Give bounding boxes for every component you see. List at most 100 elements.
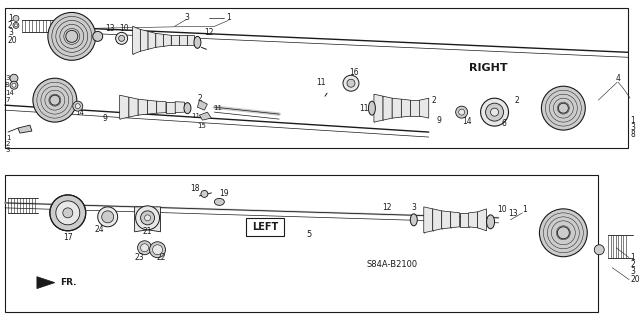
Text: 3: 3	[8, 28, 13, 37]
Polygon shape	[468, 212, 477, 228]
Polygon shape	[140, 29, 148, 51]
Polygon shape	[37, 277, 55, 289]
Text: 22: 22	[157, 253, 166, 262]
Polygon shape	[401, 99, 410, 117]
Ellipse shape	[369, 101, 376, 115]
Polygon shape	[477, 209, 486, 231]
Circle shape	[102, 211, 114, 223]
Polygon shape	[132, 26, 140, 54]
Text: 24: 24	[95, 225, 104, 234]
Polygon shape	[433, 209, 442, 231]
Polygon shape	[157, 101, 166, 113]
Text: 7: 7	[5, 97, 10, 103]
Text: 21: 21	[143, 227, 152, 236]
Polygon shape	[175, 102, 184, 113]
Circle shape	[486, 103, 504, 121]
Circle shape	[541, 86, 586, 130]
Text: 6: 6	[501, 119, 506, 128]
Polygon shape	[424, 207, 433, 233]
Text: 14: 14	[462, 116, 472, 126]
Text: S84A-B2100: S84A-B2100	[366, 260, 417, 269]
Circle shape	[118, 36, 125, 41]
Text: 19: 19	[220, 189, 229, 198]
Circle shape	[50, 195, 86, 231]
Text: 12: 12	[382, 204, 392, 212]
Text: 2: 2	[197, 94, 202, 103]
Text: 14: 14	[5, 90, 14, 96]
Text: 20: 20	[630, 275, 640, 284]
Text: 10: 10	[119, 24, 129, 33]
Polygon shape	[134, 207, 148, 232]
Text: 3: 3	[630, 267, 635, 276]
Text: FR.: FR.	[60, 278, 76, 287]
Text: 11: 11	[359, 104, 369, 113]
Text: 14: 14	[76, 110, 84, 116]
Ellipse shape	[410, 214, 417, 226]
Ellipse shape	[486, 215, 495, 229]
Text: 20: 20	[8, 36, 18, 45]
Polygon shape	[166, 102, 175, 113]
Text: 11: 11	[316, 78, 326, 87]
Circle shape	[66, 30, 78, 42]
Circle shape	[558, 103, 568, 113]
Text: 5: 5	[307, 230, 312, 239]
Text: 12: 12	[205, 28, 214, 37]
Circle shape	[76, 104, 80, 109]
Polygon shape	[129, 97, 138, 117]
Circle shape	[63, 208, 73, 218]
Text: 10: 10	[497, 205, 506, 214]
Ellipse shape	[53, 206, 79, 220]
Circle shape	[540, 209, 588, 257]
Text: 1: 1	[6, 135, 10, 141]
Text: LEFT: LEFT	[252, 222, 278, 232]
Text: 3: 3	[412, 204, 416, 212]
Text: 9: 9	[102, 114, 107, 123]
Circle shape	[491, 108, 499, 116]
Circle shape	[73, 101, 83, 111]
Polygon shape	[156, 33, 164, 47]
Text: 3: 3	[630, 123, 635, 132]
Text: 2: 2	[431, 96, 436, 105]
Text: 9: 9	[436, 116, 441, 124]
Text: 3: 3	[5, 75, 10, 81]
Circle shape	[145, 215, 150, 221]
Polygon shape	[148, 207, 161, 232]
Polygon shape	[197, 100, 207, 110]
Text: RIGHT: RIGHT	[469, 63, 508, 73]
Circle shape	[15, 24, 17, 27]
Circle shape	[13, 22, 19, 28]
Text: 13: 13	[509, 209, 518, 218]
Circle shape	[481, 98, 509, 126]
Polygon shape	[179, 36, 187, 45]
Circle shape	[93, 31, 102, 41]
Circle shape	[98, 207, 118, 227]
Polygon shape	[138, 99, 147, 115]
Polygon shape	[172, 36, 179, 45]
Circle shape	[459, 109, 465, 115]
Text: 1: 1	[226, 13, 230, 22]
Polygon shape	[5, 175, 598, 312]
Text: 23: 23	[135, 253, 145, 262]
Circle shape	[141, 211, 154, 225]
Text: 1: 1	[630, 116, 635, 124]
Text: 2: 2	[514, 96, 519, 105]
Text: 1: 1	[8, 14, 13, 23]
Circle shape	[136, 206, 159, 230]
Text: 11: 11	[191, 113, 200, 119]
Text: 4: 4	[616, 74, 621, 83]
Circle shape	[138, 241, 152, 255]
Polygon shape	[18, 125, 32, 133]
Circle shape	[595, 245, 604, 255]
Circle shape	[116, 32, 127, 44]
Bar	[246, 218, 284, 236]
Polygon shape	[420, 98, 429, 118]
Polygon shape	[374, 94, 383, 122]
Polygon shape	[164, 34, 172, 46]
Circle shape	[201, 190, 208, 197]
Text: 2: 2	[630, 260, 635, 269]
Circle shape	[12, 83, 16, 87]
Polygon shape	[200, 112, 211, 120]
Text: 2: 2	[8, 21, 13, 30]
Text: 15: 15	[197, 123, 206, 129]
Text: 3: 3	[6, 147, 10, 153]
